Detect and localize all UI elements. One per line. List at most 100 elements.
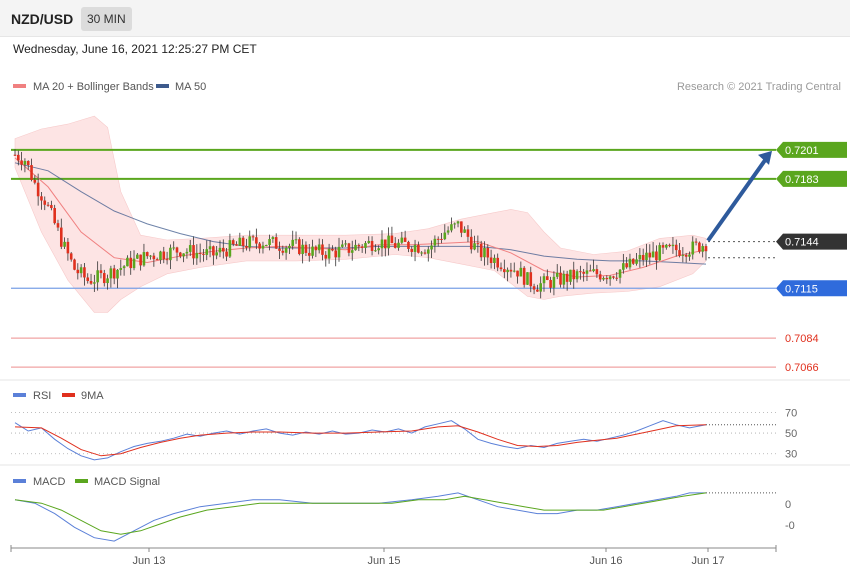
- candle-body: [463, 229, 466, 233]
- candle-body: [13, 154, 17, 156]
- candle-body: [192, 245, 195, 259]
- forecast-arrow-shaft: [706, 157, 768, 242]
- candle-body: [258, 243, 261, 249]
- candle-body: [552, 276, 556, 288]
- candle-body: [159, 251, 162, 261]
- candle-body: [165, 259, 169, 261]
- candle-body: [364, 243, 367, 248]
- rsi-tick-30: 30: [785, 449, 797, 461]
- candle-body: [182, 253, 185, 257]
- candle-body: [443, 232, 447, 240]
- candle-body: [228, 240, 232, 257]
- candle-body: [460, 221, 463, 233]
- candle-body: [648, 252, 652, 258]
- macd-series-1: [14, 492, 707, 535]
- candle-body: [324, 254, 328, 259]
- level-lines: [11, 148, 776, 368]
- candle-body: [238, 237, 242, 246]
- candle-body: [588, 270, 592, 272]
- candle-body: [658, 245, 662, 261]
- candle-body: [496, 257, 500, 268]
- candle-body: [221, 247, 225, 252]
- candle-body: [33, 179, 37, 183]
- candle-body: [337, 246, 341, 258]
- candle-body: [661, 245, 665, 248]
- candle-body: [410, 248, 414, 252]
- macd-tick-0: 0: [785, 499, 791, 511]
- candle-body: [198, 252, 202, 254]
- candle-body: [377, 248, 380, 251]
- candle-body: [341, 244, 344, 247]
- rsi-tick-50: 50: [785, 428, 797, 440]
- candle-body: [76, 269, 80, 274]
- candle-body: [218, 247, 222, 253]
- candle-body: [50, 205, 53, 209]
- candle-body: [291, 239, 295, 246]
- level-label-4: 0.7084: [785, 333, 819, 345]
- candle-body: [281, 250, 285, 253]
- candle-body: [112, 268, 116, 279]
- candle-body: [179, 252, 182, 257]
- candle-body: [572, 269, 576, 280]
- candle-body: [403, 237, 407, 242]
- candle-body: [241, 237, 245, 246]
- candle-body: [126, 257, 129, 267]
- candle-body: [231, 240, 235, 245]
- rsi-panel: 70 50 30: [11, 407, 797, 461]
- candle-body: [476, 243, 480, 245]
- candle-body: [489, 257, 493, 264]
- legend-rsi-ma-swatch: [62, 393, 75, 397]
- candle-body: [86, 277, 90, 282]
- candle-body: [559, 272, 562, 285]
- candle-body: [119, 268, 123, 270]
- candle-body: [532, 286, 536, 290]
- candle-body: [354, 244, 357, 251]
- candle-body: [69, 253, 73, 260]
- candle-body: [579, 271, 582, 273]
- candle-body: [102, 273, 106, 284]
- candle-body: [383, 239, 387, 249]
- candle-body: [106, 278, 109, 284]
- candle-body: [202, 253, 205, 255]
- candle-body: [691, 241, 695, 255]
- timeframe-badge[interactable]: 30 MIN: [81, 7, 132, 31]
- candle-body: [628, 258, 632, 268]
- candle-body: [674, 244, 678, 251]
- candle-body: [294, 239, 298, 241]
- candle-body: [251, 236, 255, 238]
- level-tag-resistance-0: [776, 141, 847, 158]
- candle-body: [522, 267, 526, 285]
- candle-body: [314, 246, 318, 251]
- candle-body: [519, 267, 523, 277]
- candle-body: [582, 271, 585, 274]
- candle-body: [688, 254, 691, 257]
- candle-body: [413, 244, 417, 252]
- candle-body: [129, 257, 133, 269]
- level-label-5: 0.7066: [785, 362, 819, 374]
- candle-body: [284, 247, 288, 253]
- candle-body: [89, 281, 93, 284]
- candle-body: [668, 244, 671, 247]
- candle-body: [417, 244, 420, 253]
- candle-body: [569, 269, 572, 282]
- candle-body: [347, 243, 351, 253]
- candle-body: [526, 272, 529, 285]
- chart-header: NZD/USD 30 MIN: [0, 0, 850, 37]
- candle-body: [407, 241, 410, 249]
- candle-body: [638, 254, 642, 260]
- candle-body: [331, 248, 334, 251]
- candle-body: [20, 160, 23, 165]
- candle-body: [622, 263, 625, 270]
- candle-body: [116, 269, 119, 279]
- candle-body: [46, 204, 50, 206]
- candle-body: [645, 252, 648, 261]
- candle-body: [56, 223, 60, 228]
- candle-body: [430, 245, 433, 250]
- candle-body: [387, 235, 390, 249]
- candle-body: [698, 242, 701, 252]
- candle-body: [63, 241, 66, 247]
- candle-body: [433, 238, 437, 246]
- bollinger-band-area: [14, 115, 707, 313]
- candle-body: [172, 247, 175, 249]
- candle-body: [73, 259, 76, 270]
